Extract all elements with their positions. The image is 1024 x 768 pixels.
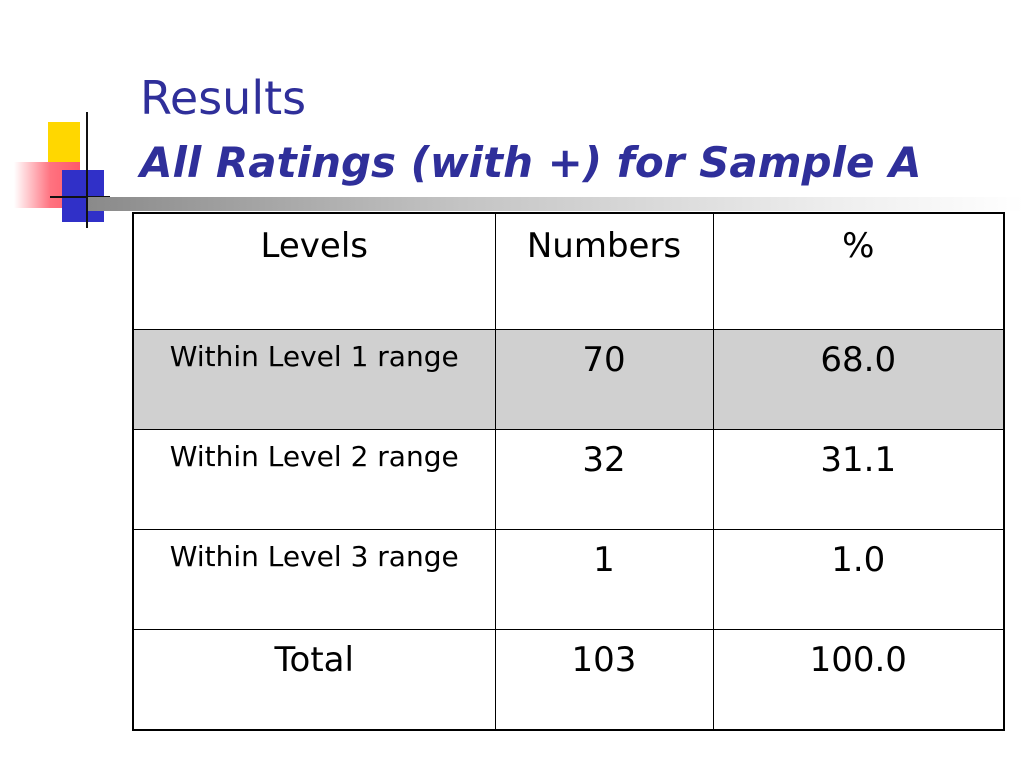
slide-title: Results [140, 71, 307, 125]
table-header-row: Levels Numbers % [132, 212, 1005, 330]
level-number: 70 [494, 329, 714, 430]
level-percent: 1.0 [712, 529, 1005, 630]
title-rule [88, 197, 1024, 211]
logo-horizontal-line [50, 196, 110, 198]
table-row: Within Level 3 range 1 1.0 [132, 529, 1005, 630]
level-percent: 31.1 [712, 429, 1005, 530]
slide-subtitle: All Ratings (with +) for Sample A [140, 138, 922, 187]
level-label: Within Level 2 range [132, 429, 496, 530]
header-levels: Levels [132, 212, 496, 330]
total-number: 103 [494, 629, 714, 731]
level-number: 32 [494, 429, 714, 530]
header-numbers: Numbers [494, 212, 714, 330]
total-percent: 100.0 [712, 629, 1005, 731]
table-row: Within Level 1 range 70 68.0 [132, 329, 1005, 430]
table-row: Within Level 2 range 32 31.1 [132, 429, 1005, 530]
level-number: 1 [494, 529, 714, 630]
level-label: Within Level 3 range [132, 529, 496, 630]
total-label: Total [132, 629, 496, 731]
logo-yellow-square [48, 122, 80, 162]
level-percent: 68.0 [712, 329, 1005, 430]
level-label: Within Level 1 range [132, 329, 496, 430]
logo-vertical-line [86, 112, 88, 228]
results-table: Levels Numbers % Within Level 1 range 70… [132, 212, 1005, 731]
table-total-row: Total 103 100.0 [132, 629, 1005, 731]
header-percent: % [712, 212, 1005, 330]
